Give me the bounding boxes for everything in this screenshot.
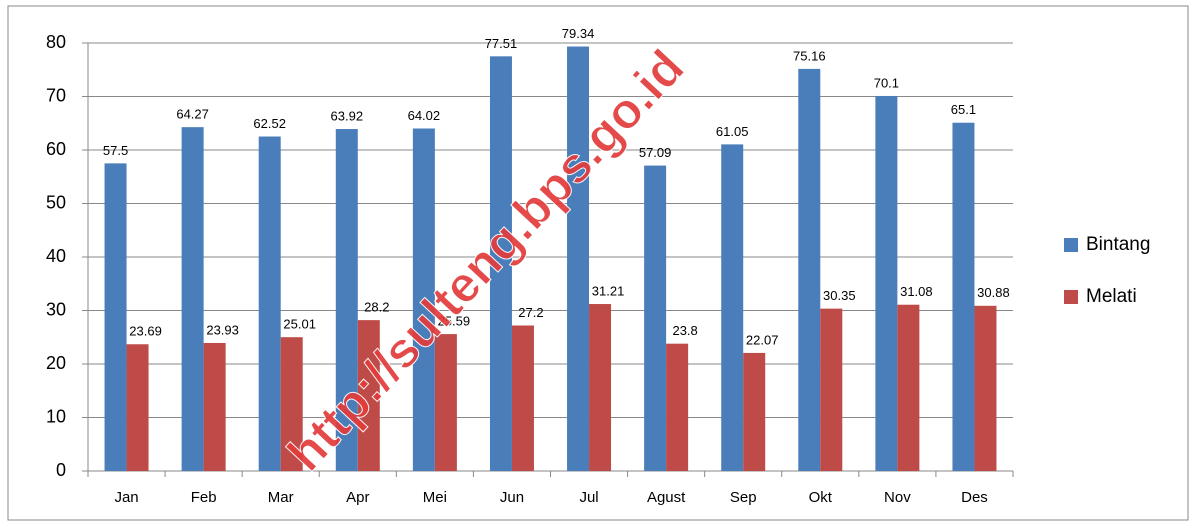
bar xyxy=(875,95,898,471)
x-tick-label: Feb xyxy=(191,489,217,506)
x-tick-label: Jun xyxy=(500,489,524,506)
bar xyxy=(412,128,435,472)
legend-label: Melati xyxy=(1086,286,1137,307)
bar xyxy=(489,56,512,471)
data-label: 62.52 xyxy=(253,116,286,131)
bar xyxy=(567,46,590,471)
data-label: 57.5 xyxy=(103,143,128,158)
data-label: 27.2 xyxy=(518,305,543,320)
data-label: 23.93 xyxy=(206,322,239,337)
data-label: 64.27 xyxy=(176,107,209,122)
data-label: 70.1 xyxy=(874,75,899,90)
bar xyxy=(104,163,127,471)
data-label: 25.01 xyxy=(283,317,316,332)
y-tick-label: 10 xyxy=(46,406,66,426)
y-tick-label: 0 xyxy=(56,460,66,480)
y-tick-label: 70 xyxy=(46,85,66,105)
x-tick-label: Okt xyxy=(809,489,833,506)
data-label: 77.51 xyxy=(485,36,518,51)
legend-label: Bintang xyxy=(1086,234,1150,255)
x-tick-label: Jan xyxy=(114,489,138,506)
data-label: 30.35 xyxy=(823,288,856,303)
data-label: 23.8 xyxy=(672,323,697,338)
bar xyxy=(798,68,821,472)
y-tick-label: 60 xyxy=(46,139,66,159)
data-label: 63.92 xyxy=(331,108,364,123)
bar xyxy=(203,342,226,471)
data-label: 23.69 xyxy=(129,324,162,339)
y-tick-label: 30 xyxy=(46,299,66,319)
bar xyxy=(721,144,744,471)
data-label: 28.2 xyxy=(364,300,389,315)
bar xyxy=(434,334,457,471)
bar xyxy=(820,308,843,471)
bar xyxy=(511,325,534,471)
bar xyxy=(589,304,612,471)
x-tick-label: Nov xyxy=(884,489,911,506)
x-tick-label: Agust xyxy=(647,489,686,506)
data-label: 31.21 xyxy=(592,283,625,298)
bar xyxy=(126,344,149,471)
data-label: 30.88 xyxy=(977,285,1010,300)
data-label: 31.08 xyxy=(900,284,933,299)
legend-swatch xyxy=(1064,238,1078,252)
y-tick-label: 80 xyxy=(46,32,66,52)
data-label: 65.1 xyxy=(951,102,976,117)
x-tick-label: Jul xyxy=(579,489,598,506)
data-label: 79.34 xyxy=(562,26,595,41)
data-label: 61.05 xyxy=(716,124,749,139)
bar xyxy=(335,129,358,471)
bar xyxy=(357,320,380,471)
y-tick-label: 50 xyxy=(46,192,66,212)
bar xyxy=(666,343,689,471)
x-tick-label: Des xyxy=(961,489,988,506)
legend-swatch xyxy=(1064,290,1078,304)
y-tick-label: 20 xyxy=(46,353,66,373)
bar xyxy=(743,352,766,471)
x-tick-label: Sep xyxy=(730,489,757,506)
data-label: 64.02 xyxy=(408,108,441,123)
bar xyxy=(974,305,997,471)
data-label: 22.07 xyxy=(746,332,779,347)
x-tick-label: Apr xyxy=(346,489,369,506)
data-label: 57.09 xyxy=(639,145,672,160)
x-tick-label: Mei xyxy=(423,489,447,506)
bar xyxy=(952,122,975,471)
bar xyxy=(644,165,667,472)
bar xyxy=(280,337,303,471)
data-label: 75.16 xyxy=(793,48,826,63)
data-label: 25.59 xyxy=(438,314,471,329)
y-tick-label: 40 xyxy=(46,246,66,266)
bar xyxy=(258,136,281,471)
bar xyxy=(897,304,920,471)
x-tick-label: Mar xyxy=(268,489,294,506)
bar xyxy=(181,127,204,471)
